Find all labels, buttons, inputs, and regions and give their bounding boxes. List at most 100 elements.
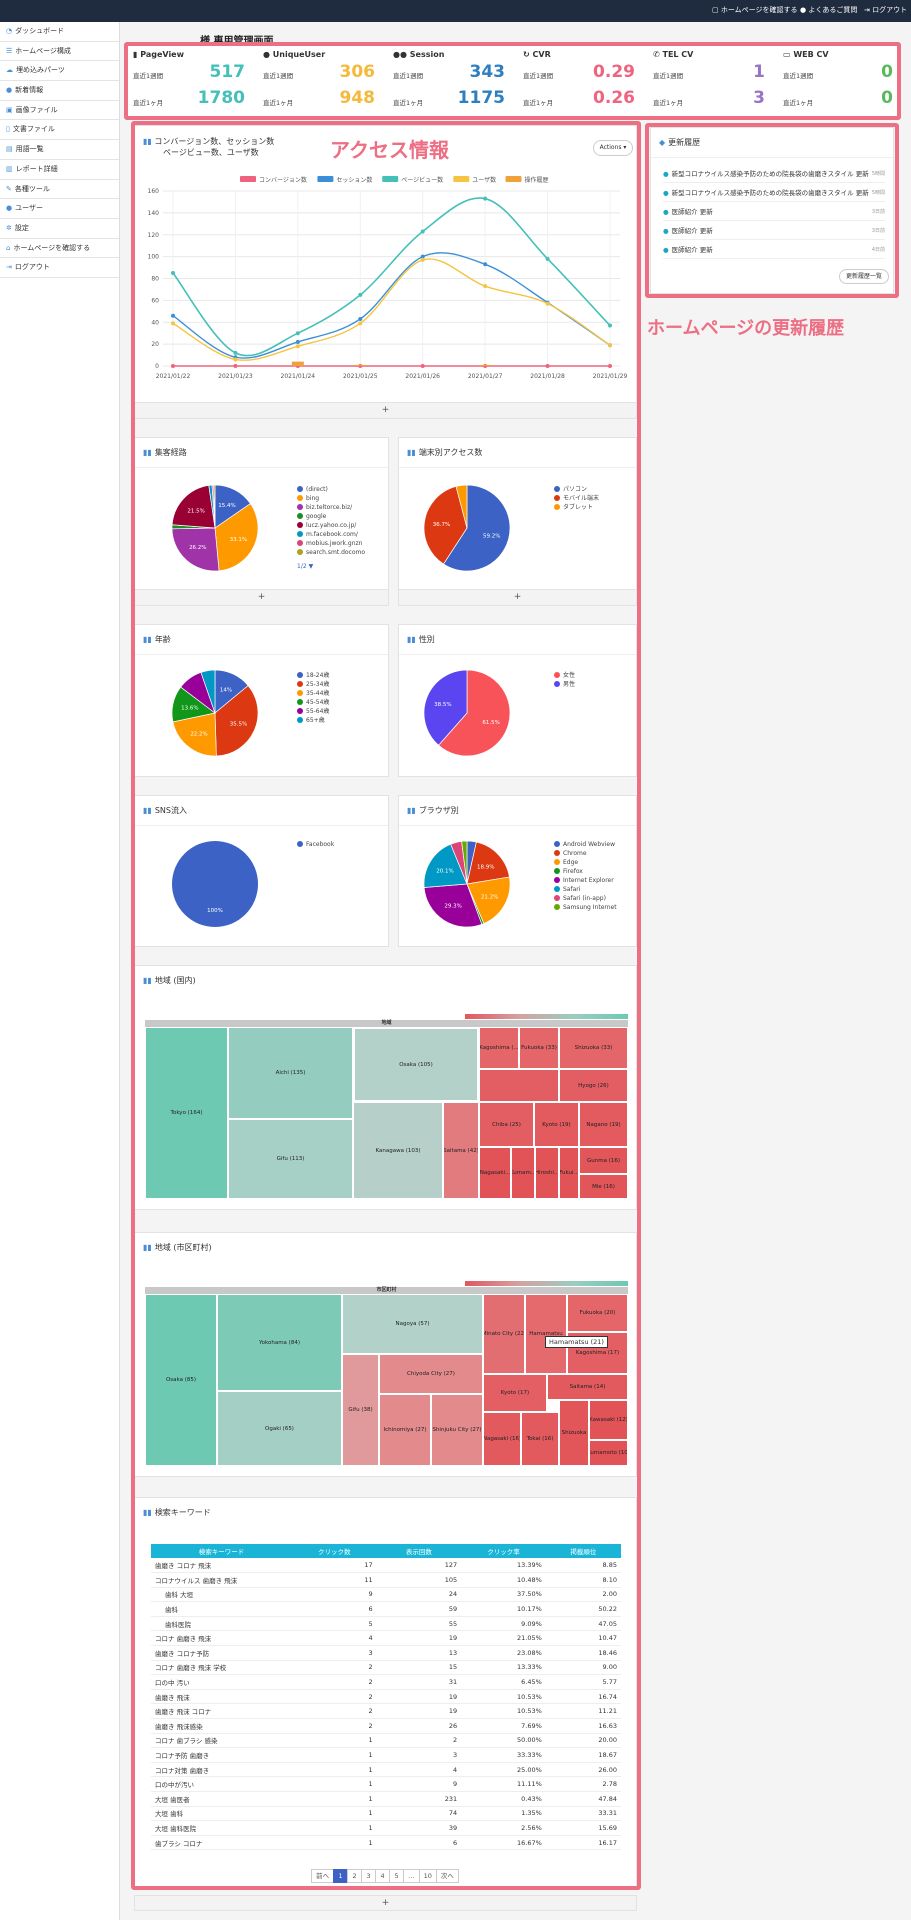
legend-item[interactable]: タブレット	[554, 503, 599, 512]
legend-item[interactable]: 25-34歳	[297, 680, 329, 689]
treemap-cell[interactable]: Kawasaki (12)	[589, 1400, 628, 1440]
column-header[interactable]: 表示回数	[376, 1544, 462, 1558]
treemap-cell[interactable]: Osaka (85)	[145, 1294, 217, 1466]
column-header[interactable]: クリック率	[461, 1544, 546, 1558]
treemap-cell[interactable]: Nagoya (57)	[342, 1294, 483, 1354]
sidebar-item-parts[interactable]: ☁ 埋め込みパーツ	[0, 61, 119, 82]
treemap-cell[interactable]: Yokohama (84)	[217, 1294, 342, 1391]
treemap-cell[interactable]: Hyogo (26)	[559, 1069, 628, 1102]
treemap-cell[interactable]: Kumam...	[511, 1147, 535, 1199]
sidebar-item-news[interactable]: ● 新着情報	[0, 81, 119, 101]
update-item[interactable]: ● 新型コロナウイルス感染予防のための院長袋の歯磨きスタイル 更新 5時間	[663, 184, 885, 202]
legend-item[interactable]: Internet Explorer	[554, 876, 617, 885]
treemap-cell[interactable]: Chiyoda City (27)	[379, 1354, 483, 1394]
legend-item[interactable]: パソコン	[554, 485, 599, 494]
treemap-cell[interactable]: Gunma (16)	[579, 1147, 628, 1174]
legend-label[interactable]: ユーザ数	[472, 176, 496, 184]
update-item[interactable]: ● 医師紹介 更新 4日前	[663, 241, 885, 259]
actions-button[interactable]: Actions ▾	[593, 140, 633, 156]
legend-item[interactable]: Safari	[554, 885, 617, 894]
treemap-cell[interactable]: Kumamoto (10)	[589, 1440, 628, 1466]
legend-item[interactable]: (direct)	[297, 485, 365, 494]
page-button[interactable]: 10	[418, 1869, 437, 1883]
sidebar-item-logout[interactable]: ⇥ ログアウト	[0, 258, 119, 278]
treemap-cell[interactable]: Shinjuku City (27)	[431, 1394, 483, 1466]
update-list-button[interactable]: 更新履歴一覧	[839, 269, 889, 284]
legend-item[interactable]: google	[297, 512, 365, 521]
device-expand[interactable]: +	[399, 589, 636, 605]
legend-item[interactable]: Chrome	[554, 849, 617, 858]
sidebar-item-dashboard[interactable]: ◔ ダッシュボード	[0, 22, 119, 42]
sidebar-item-check-site[interactable]: ⌂ ホームページを確認する	[0, 239, 119, 259]
legend-item[interactable]: Samsung Internet	[554, 903, 617, 912]
legend-label[interactable]: ページビュー数	[401, 176, 443, 184]
legend-item[interactable]: Edge	[554, 858, 617, 867]
legend-item[interactable]: Android Webview	[554, 840, 617, 849]
legend-item[interactable]: 65+歳	[297, 716, 329, 725]
treemap-cell[interactable]: Ogaki (65)	[217, 1391, 342, 1466]
treemap-cell[interactable]: Hiroshi...	[535, 1147, 559, 1199]
treemap-cell[interactable]: Fukuoka (20)	[567, 1294, 628, 1332]
treemap-cell[interactable]: Saitama (42)	[443, 1102, 479, 1199]
legend-item[interactable]: 55-64歳	[297, 707, 329, 716]
sidebar-item-users[interactable]: ● ユーザー	[0, 199, 119, 219]
legend-item[interactable]: 45-54歳	[297, 698, 329, 707]
treemap-cell[interactable]: Shizuoka	[559, 1400, 589, 1466]
treemap-cell[interactable]: Nagano (19)	[579, 1102, 628, 1147]
column-header[interactable]: 掲載順位	[545, 1544, 621, 1558]
legend-item[interactable]: Facebook	[297, 840, 334, 849]
legend-item[interactable]: lucz.yahoo.co.jp/	[297, 521, 365, 530]
faq-link[interactable]: ● よくあるご質問	[800, 6, 858, 14]
sidebar-item-structure[interactable]: ☰ ホームページ構成	[0, 42, 119, 62]
legend-item[interactable]: biz.teltorce.biz/	[297, 503, 365, 512]
treemap-cell[interactable]: Gifu (113)	[228, 1119, 353, 1199]
legend-item[interactable]: Firefox	[554, 867, 617, 876]
column-header[interactable]: クリック数	[292, 1544, 377, 1558]
legend-label[interactable]: セッション数	[336, 176, 372, 184]
treemap-cell[interactable]: Saitama (14)	[547, 1374, 628, 1400]
page-button[interactable]: 次へ	[435, 1869, 459, 1883]
legend-item[interactable]: 35-44歳	[297, 689, 329, 698]
treemap-cell[interactable]: Minato City (22)	[483, 1294, 525, 1374]
column-header[interactable]: 検索キーワード	[151, 1544, 292, 1558]
treemap-cell[interactable]: Osaka (105)	[353, 1027, 479, 1102]
treemap-cell[interactable]: Nagasaki...	[479, 1147, 511, 1199]
sidebar-item-settings[interactable]: ✲ 設定	[0, 219, 119, 239]
sidebar-item-glossary[interactable]: ▤ 用語一覧	[0, 140, 119, 160]
legend-item[interactable]: 18-24歳	[297, 671, 329, 680]
treemap-cell[interactable]: Kanagawa (103)	[353, 1102, 443, 1199]
legend-item[interactable]: bing	[297, 494, 365, 503]
sidebar-item-documents[interactable]: ▯ 文書ファイル	[0, 120, 119, 141]
logout-link[interactable]: ⇥ ログアウト	[864, 6, 908, 14]
treemap-cell[interactable]: Tokai (16)	[521, 1412, 559, 1466]
treemap-cell[interactable]: Mie (16)	[579, 1174, 628, 1199]
page-expand[interactable]: +	[134, 1895, 637, 1911]
page-button[interactable]: 1	[333, 1869, 349, 1883]
treemap-cell[interactable]: Ichinomiya (27)	[379, 1394, 431, 1466]
legend-item[interactable]: m.facebook.com/	[297, 530, 365, 539]
legend-label[interactable]: 操作履歴	[525, 176, 549, 184]
legend-item[interactable]: モバイル端末	[554, 494, 599, 503]
legend-item[interactable]: 女性	[554, 671, 575, 680]
sidebar-item-images[interactable]: ▣ 画像ファイル	[0, 101, 119, 121]
update-item[interactable]: ● 医師紹介 更新 3日前	[663, 203, 885, 221]
sidebar-item-reports[interactable]: ▥ レポート詳細	[0, 160, 119, 180]
source-expand[interactable]: +	[135, 589, 388, 605]
legend-item[interactable]: mobius.jwork.gnzn	[297, 539, 365, 548]
treemap-cell[interactable]: Nagasaki (16)	[483, 1412, 521, 1466]
check-site-link[interactable]: ▢ ホームページを確認する	[712, 6, 798, 14]
treemap-cell[interactable]: Kagoshima (...	[479, 1027, 519, 1069]
treemap-cell[interactable]: Fukuoka (33)	[519, 1027, 559, 1069]
treemap-cell[interactable]: Fukui...	[559, 1147, 579, 1199]
treemap-cell[interactable]: Kyoto (17)	[483, 1374, 547, 1412]
treemap-cell[interactable]: Kyoto (19)	[534, 1102, 579, 1147]
legend-label[interactable]: コンバージョン数	[259, 176, 307, 184]
update-item[interactable]: ● 新型コロナウイルス感染予防のための院長袋の歯磨きスタイル 更新 5時間	[663, 165, 885, 183]
legend-pager[interactable]: 1/2 ▼	[297, 563, 314, 570]
treemap-cell[interactable]: Chiba (25)	[479, 1102, 534, 1147]
treemap-cell[interactable]: Shizuoka (33)	[559, 1027, 628, 1069]
legend-item[interactable]: 男性	[554, 680, 575, 689]
treemap-cell[interactable]: Hamamatsu	[525, 1294, 567, 1374]
main-chart-expand[interactable]: +	[135, 402, 636, 418]
treemap-cell[interactable]: Gifu (38)	[342, 1354, 379, 1466]
